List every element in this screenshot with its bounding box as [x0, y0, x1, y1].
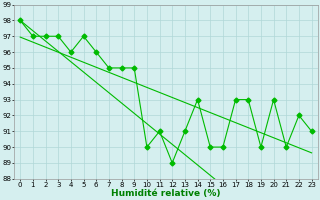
X-axis label: Humidité relative (%): Humidité relative (%): [111, 189, 220, 198]
